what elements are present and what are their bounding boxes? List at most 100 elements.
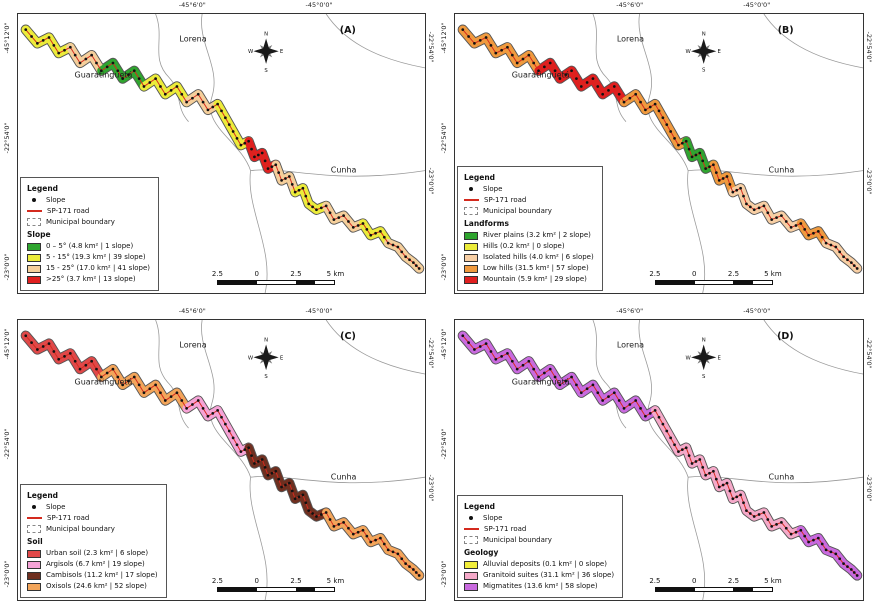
class-label: 5 - 15° (19.3 km² | 39 slope)	[46, 253, 146, 262]
class-swatch	[464, 253, 478, 262]
coord-label-lon2: -45°0'0"	[743, 1, 771, 9]
scale-seg	[218, 588, 258, 591]
label-guaratingueta: Guaratinguetá	[74, 377, 133, 387]
scale-tick: 2.5	[649, 577, 661, 585]
coord-label-lat2: -23°0'0"	[440, 253, 448, 281]
scale-tick: 2.5	[211, 577, 223, 585]
class-label: Alluvial deposits (0.1 km² | 0 slope)	[483, 560, 607, 569]
legend-item-boundary: Municipal boundary	[27, 524, 158, 535]
legend-title: Legend	[464, 501, 496, 511]
label-guaratingueta: Guaratinguetá	[511, 70, 570, 80]
legend-item-label: Municipal boundary	[483, 207, 552, 215]
legend-item-label: SP-171 road	[47, 514, 90, 522]
coord-label-lon0: -45°12'0"	[440, 22, 448, 54]
legend-item-boundary: Municipal boundary	[464, 206, 594, 217]
legend-class-item: 15 - 25° (17.0 km² | 41 slope)	[27, 263, 150, 274]
slope-point-icon	[32, 505, 36, 510]
scale-seg	[218, 281, 258, 284]
coord-label-lat2: -23°0'0"	[3, 253, 11, 281]
coord-label-lon1: -45°6'0"	[616, 1, 644, 9]
slope-point-icon	[32, 198, 36, 203]
map-panel-c: -45°6'0" -45°0'0" -45°12'0" -22°54'0" -2…	[0, 306, 437, 613]
coord-label-lat2-right: -23°0'0"	[427, 168, 435, 195]
class-swatch	[464, 582, 478, 591]
coord-label-lon2: -45°0'0"	[743, 307, 771, 315]
class-swatch	[27, 264, 41, 273]
scale-seg	[257, 588, 296, 591]
map-canvas: N E S W	[457, 14, 863, 293]
coord-label-lat1-right: -22°54'0"	[427, 31, 435, 63]
scale-seg	[694, 281, 734, 284]
panel-letter: (D)	[777, 331, 794, 343]
coord-label-lon1: -45°6'0"	[178, 1, 206, 9]
compass-rose: N E S W	[685, 32, 721, 74]
legend-class-item: >25° (3.7 km² | 13 slope)	[27, 274, 150, 285]
class-label: 15 - 25° (17.0 km² | 41 slope)	[46, 264, 151, 273]
scale-seg	[694, 588, 734, 591]
class-swatch	[27, 582, 41, 591]
class-label: Oxisols (24.6 km² | 52 slope)	[46, 582, 147, 591]
scale-tick: 5 km	[764, 270, 782, 278]
label-cunha: Cunha	[330, 472, 357, 482]
svg-text:W: W	[248, 49, 254, 55]
road-line-icon	[464, 199, 479, 202]
coord-label-lat2-right: -23°0'0"	[427, 474, 435, 502]
legend-title: Legend	[464, 172, 496, 182]
class-swatch	[27, 275, 41, 284]
svg-text:N: N	[702, 32, 706, 38]
coord-label-lat1: -22°54'0"	[3, 122, 11, 154]
legend-box: Legend Slope SP-171 road Municipal bound…	[20, 176, 160, 291]
scale-bar: 2.5 0 2.5 5 km	[212, 270, 344, 285]
legend-section-title: Soil	[27, 536, 43, 546]
legend-item-slope: Slope	[27, 502, 158, 513]
class-swatch	[464, 275, 478, 284]
class-label: Low hills (31.5 km² | 57 slope)	[483, 264, 589, 273]
coord-label-lon0: -45°12'0"	[440, 328, 448, 360]
legend-item-road: SP-171 road	[464, 524, 614, 535]
label-guaratingueta: Guaratinguetá	[511, 377, 570, 387]
label-lorena: Lorena	[179, 34, 207, 44]
scale-bar: 2.5 0 2.5 5 km	[649, 270, 782, 285]
svg-text:E: E	[718, 355, 722, 361]
scale-tick: 0	[691, 270, 697, 278]
legend-item-label: Municipal boundary	[46, 525, 115, 533]
class-swatch	[27, 253, 41, 262]
scale-tick: 0	[691, 577, 697, 585]
legend-item-label: SP-171 road	[484, 525, 527, 533]
legend-class-item: Migmatites (13.6 km² | 58 slope)	[464, 581, 614, 592]
legend-class-item: Isolated hills (4.0 km² | 6 slope)	[464, 252, 594, 263]
coord-label-lat2-right: -23°0'0"	[865, 168, 873, 195]
legend-box: Legend Slope SP-171 road Municipal bound…	[457, 165, 603, 291]
scale-tick: 2.5	[211, 270, 223, 278]
legend-class-item: 0 – 5° (4.8 km² | 1 slope)	[27, 241, 150, 252]
coord-label-lon1: -45°6'0"	[178, 307, 206, 315]
legend-item-slope: Slope	[464, 513, 614, 524]
scale-tick: 2.5	[290, 577, 302, 585]
scale-labels: 2.5 0 2.5 5 km	[649, 270, 781, 280]
label-lorena: Lorena	[616, 34, 645, 44]
coord-label-lat1-right: -22°54'0"	[865, 337, 873, 369]
road-line-icon	[27, 210, 42, 213]
boundary-swatch-icon	[27, 218, 41, 227]
svg-text:N: N	[264, 338, 268, 344]
scale-labels: 2.5 0 2.5 5 km	[649, 577, 781, 587]
coord-label-lat2: -23°0'0"	[3, 560, 11, 588]
scale-tick: 5 km	[326, 270, 345, 278]
scale-tick: 2.5	[727, 577, 740, 585]
road-line-icon	[464, 528, 479, 531]
legend-title: Legend	[27, 490, 59, 500]
legend-item-label: Slope	[483, 514, 503, 522]
legend-item-label: Municipal boundary	[483, 536, 552, 544]
legend-item-road: SP-171 road	[27, 513, 158, 524]
map-frame: N E S W Lorena Guaratinguetá Cunha (A) Lege…	[17, 13, 426, 294]
class-label: Mountain (5.9 km² | 29 slope)	[483, 275, 587, 284]
scale-seg	[752, 588, 772, 591]
svg-text:E: E	[280, 49, 284, 55]
coord-label-lon2: -45°0'0"	[305, 1, 333, 9]
class-swatch	[27, 560, 41, 569]
scale-tick: 5 km	[326, 577, 345, 585]
scale-tick: 2.5	[290, 270, 302, 278]
coord-label-lon2: -45°0'0"	[305, 307, 333, 315]
map-panel-d: -45°6'0" -45°0'0" -45°12'0" -22°54'0" -2…	[437, 306, 875, 613]
